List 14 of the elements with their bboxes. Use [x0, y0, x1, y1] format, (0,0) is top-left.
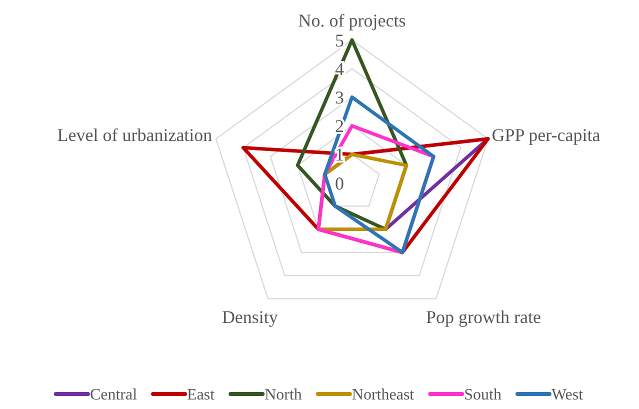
legend-label: Northeast: [352, 386, 415, 404]
legend-label: West: [551, 386, 584, 404]
spoke-label: Density: [222, 306, 278, 327]
y-tick-label: 0: [335, 173, 344, 194]
legend-label: North: [264, 386, 302, 404]
legend-label: South: [464, 386, 502, 404]
y-tick-label: 3: [335, 88, 344, 108]
spoke-label: Pop growth rate: [426, 306, 542, 327]
legend-label: East: [187, 386, 216, 404]
spoke-label: No. of projects: [298, 10, 406, 30]
legend-label: Central: [90, 386, 138, 404]
y-tick-label: 5: [335, 30, 344, 50]
spoke-label: Level of urbanization: [57, 124, 212, 145]
spoke-label: GPP per-capita: [492, 124, 600, 145]
